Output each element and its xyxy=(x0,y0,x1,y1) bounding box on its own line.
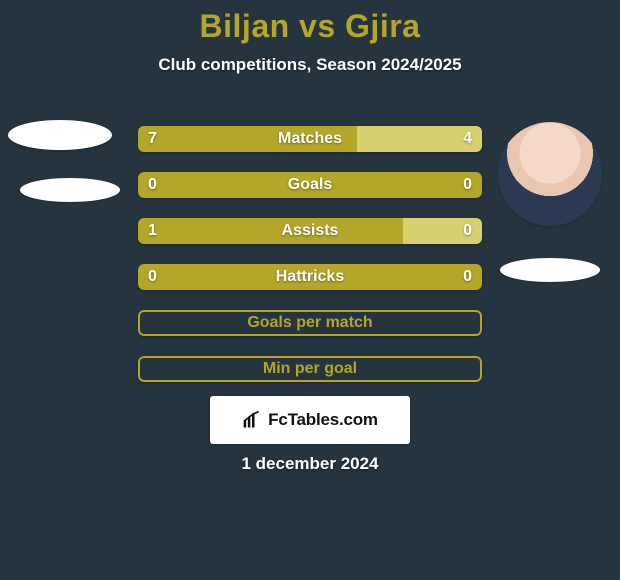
player-left-avatar xyxy=(8,120,112,150)
stat-bars: Matches74 Goals00 Assists10 Hattricks00 Goal… xyxy=(138,126,482,402)
stat-bar-full xyxy=(138,264,482,290)
stat-row: Goals per match xyxy=(138,310,482,336)
title-vs: vs xyxy=(299,8,336,44)
stat-bar-left xyxy=(138,218,403,244)
comparison-infographic: Biljan vs Gjira Club competitions, Seaso… xyxy=(0,0,620,580)
subtitle: Club competitions, Season 2024/2025 xyxy=(0,55,620,75)
stat-bar-full xyxy=(138,172,482,198)
stat-bar-right xyxy=(357,126,482,152)
player-right-name: Gjira xyxy=(345,8,420,44)
player-left-name: Biljan xyxy=(200,8,290,44)
stat-row: Assists10 xyxy=(138,218,482,244)
avatar-shadow-right xyxy=(500,258,600,282)
stat-bar-right xyxy=(403,218,482,244)
brand-logo-icon xyxy=(242,410,262,430)
avatar-shadow-left xyxy=(20,178,120,202)
stat-row: Matches74 xyxy=(138,126,482,152)
page-title: Biljan vs Gjira xyxy=(0,0,620,45)
stat-row: Min per goal xyxy=(138,356,482,382)
player-right-avatar xyxy=(498,122,602,226)
date-text: 1 december 2024 xyxy=(0,454,620,474)
stat-bar-left xyxy=(138,126,357,152)
brand-badge: FcTables.com xyxy=(210,396,410,444)
stat-bar-empty xyxy=(138,356,482,382)
brand-text: FcTables.com xyxy=(268,410,378,430)
stat-bar-empty xyxy=(138,310,482,336)
stat-row: Goals00 xyxy=(138,172,482,198)
stat-row: Hattricks00 xyxy=(138,264,482,290)
